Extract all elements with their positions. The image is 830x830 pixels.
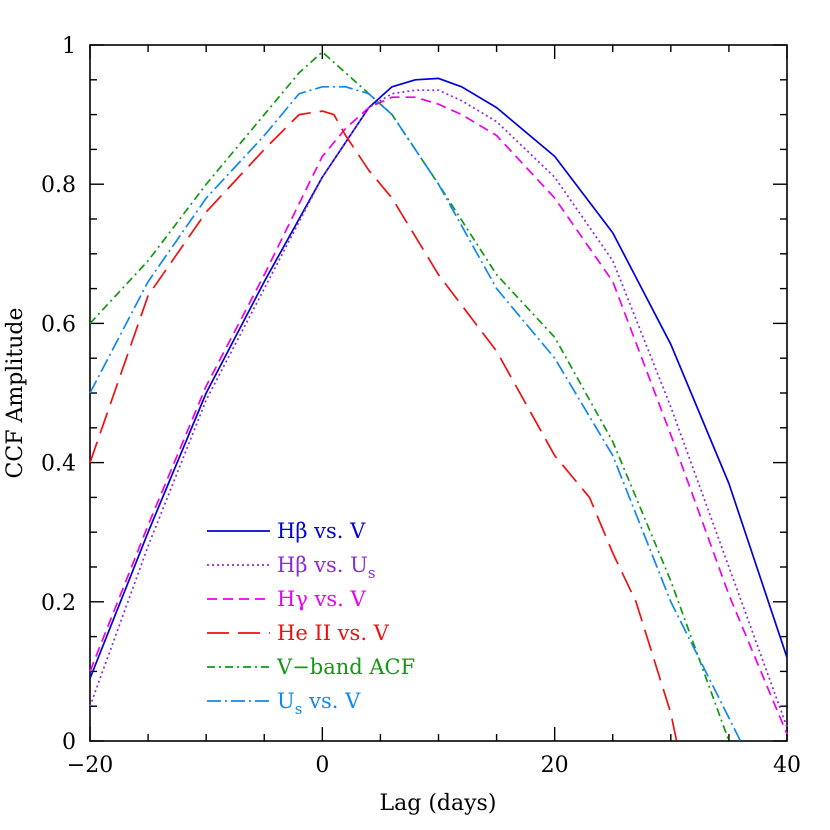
y-axis-label: CCF Amplitude: [3, 308, 28, 479]
legend-label: Us vs. V: [277, 689, 361, 718]
series-line-5: [89, 51, 730, 742]
legend: Hβ vs. V Hβ vs. Us Hγ vs. V He II vs. V V−ba…: [207, 519, 415, 718]
legend-label: He II vs. V: [277, 621, 390, 645]
y-tick-label: 0.6: [41, 312, 76, 337]
series-layer: [89, 51, 788, 742]
y-tick-label: 1: [62, 34, 76, 59]
y-tick-label: 0.2: [41, 591, 76, 616]
x-tick-label: 20: [541, 753, 569, 778]
x-axis-label: Lag (days): [380, 791, 497, 816]
y-tick-label: 0: [62, 730, 76, 755]
y-tick-label: 0.4: [41, 452, 76, 477]
x-tick-label: 0: [315, 753, 329, 778]
legend-label: V−band ACF: [276, 655, 415, 679]
x-tick-label: −20: [67, 753, 113, 778]
axis-ticks: [89, 44, 788, 742]
series-line-1: [89, 77, 788, 679]
legend-label: Hβ vs. Us: [277, 553, 376, 582]
series-line-2: [89, 89, 788, 728]
legend-label: Hβ vs. V: [277, 519, 366, 543]
series-line-3: [89, 96, 788, 735]
legend-label: Hγ vs. V: [277, 587, 367, 611]
y-tick-label: 0.8: [41, 173, 76, 198]
series-line-4: [89, 110, 678, 742]
x-tick-label: 40: [773, 753, 801, 778]
series-line-6: [89, 85, 742, 742]
plot-frame: [89, 44, 788, 742]
